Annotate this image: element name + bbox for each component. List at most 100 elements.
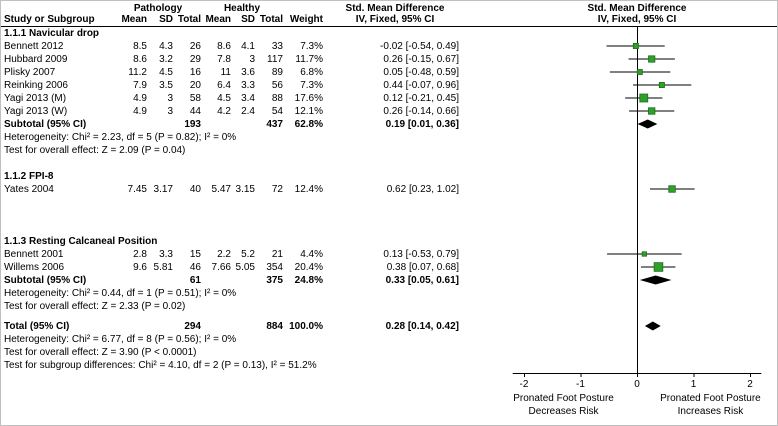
subgroup-title: 1.1.3 Resting Calcaneal Position: [4, 236, 158, 247]
axis-tick-label: 1: [691, 379, 697, 390]
cell-mean2: 4.2: [217, 106, 231, 117]
study-name: Yates 2004: [4, 184, 54, 195]
cell-n2: 88: [271, 93, 283, 104]
cell-n2: 117: [267, 54, 283, 65]
cell-n1: 193: [184, 119, 201, 130]
healthy-group-header: Healthy: [223, 3, 261, 14]
smd-text-header: Std. Mean Difference: [345, 3, 445, 14]
healthy-sd-header: SD: [241, 14, 255, 25]
pathology-total-header: Total: [177, 14, 201, 25]
cell-n2: 437: [266, 119, 283, 130]
cell-sd2: 4.1: [241, 41, 255, 52]
cell-sd1: 3: [167, 106, 173, 117]
cell-sd1: 3.17: [153, 184, 173, 195]
cell-ci_text: 0.05 [-0.48, 0.59]: [383, 67, 459, 78]
cell-sd1: 3.3: [159, 249, 173, 260]
cell-ci_text: 0.26 [-0.15, 0.67]: [383, 54, 459, 65]
cell-mean2: 11: [220, 67, 231, 78]
axis-tick-label: -1: [576, 379, 585, 390]
summary-diamond: [639, 275, 672, 285]
study-column-header: Study or Subgroup: [4, 14, 95, 25]
cell-sd2: 3.6: [241, 67, 255, 78]
cell-ci_text: 0.38 [0.07, 0.68]: [386, 262, 459, 273]
heterogeneity-note: Heterogeneity: Chi² = 2.23, df = 5 (P = …: [4, 132, 237, 143]
cell-sd2: 3.3: [241, 80, 255, 91]
cell-mean2: 6.4: [217, 80, 231, 91]
study-name: Yagi 2013 (W): [4, 106, 68, 117]
cell-n1: 16: [189, 67, 201, 78]
subtotal-label: Subtotal (95% CI): [4, 119, 87, 130]
axis-right-label: Increases Risk: [678, 406, 745, 417]
pathology-mean-header: Mean: [121, 14, 147, 25]
cell-n2: 884: [266, 321, 283, 332]
cell-ci_text: 0.62 [0.23, 1.02]: [386, 184, 459, 195]
cell-n1: 61: [189, 275, 201, 286]
cell-weight: 7.3%: [300, 41, 323, 52]
healthy-mean-header: Mean: [205, 14, 231, 25]
pathology-sd-header: SD: [159, 14, 173, 25]
cell-n1: 58: [189, 93, 201, 104]
cell-mean1: 8.6: [133, 54, 147, 65]
study-name: Bennett 2012: [4, 41, 64, 52]
cell-n1: 294: [184, 321, 201, 332]
study-name: Willems 2006: [4, 262, 65, 273]
subgroup-difference-note: Test for subgroup differences: Chi² = 4.…: [4, 360, 317, 371]
cell-mean1: 9.6: [133, 262, 147, 273]
cell-n2: 72: [271, 184, 283, 195]
cell-n1: 40: [189, 184, 201, 195]
cell-n2: 54: [271, 106, 283, 117]
axis-right-label: Pronated Foot Posture: [660, 393, 761, 404]
effect-marker: [648, 107, 656, 115]
pathology-group-header: Pathology: [133, 3, 183, 14]
total-heterogeneity-note: Heterogeneity: Chi² = 6.77, df = 8 (P = …: [4, 334, 237, 345]
study-name: Yagi 2013 (M): [4, 93, 67, 104]
cell-n2: 56: [271, 80, 283, 91]
cell-weight: 24.8%: [294, 275, 323, 286]
cell-mean2: 4.5: [217, 93, 231, 104]
header-divider: [1, 26, 777, 27]
axis-tick-label: -2: [520, 379, 529, 390]
summary-diamond: [637, 119, 658, 129]
cell-mean1: 4.9: [133, 106, 147, 117]
cell-ci_text: 0.26 [-0.14, 0.66]: [383, 106, 459, 117]
axis-left-label: Decreases Risk: [529, 406, 600, 417]
overall-effect-note: Test for overall effect: Z = 2.33 (P = 0…: [4, 301, 186, 312]
cell-n2: 89: [271, 67, 283, 78]
effect-marker: [668, 185, 676, 193]
subgroup-title: 1.1.2 FPI-8: [4, 171, 54, 182]
study-name: Plisky 2007: [4, 67, 56, 78]
model-text-header: IV, Fixed, 95% CI: [355, 14, 435, 25]
cell-mean1: 4.9: [133, 93, 147, 104]
cell-weight: 6.8%: [300, 67, 323, 78]
summary-diamond: [644, 321, 661, 331]
effect-marker: [658, 82, 665, 88]
axis-tick-label: 2: [747, 379, 753, 390]
cell-weight: 12.4%: [294, 184, 323, 195]
cell-n1: 15: [189, 249, 201, 260]
cell-ci_text: -0.02 [-0.54, 0.49]: [380, 41, 459, 52]
cell-weight: 62.8%: [294, 119, 323, 130]
cell-weight: 12.1%: [294, 106, 323, 117]
cell-sd1: 4.5: [159, 67, 173, 78]
subgroup-title: 1.1.1 Navicular drop: [4, 28, 100, 39]
effect-marker: [641, 251, 647, 257]
cell-n2: 21: [271, 249, 283, 260]
effect-marker: [636, 69, 643, 75]
cell-weight: 11.7%: [295, 54, 323, 65]
model-plot-header: IV, Fixed, 95% CI: [597, 14, 677, 25]
cell-n2: 33: [271, 41, 283, 52]
cell-n1: 44: [189, 106, 201, 117]
cell-mean2: 7.66: [211, 262, 231, 273]
cell-sd1: 3.2: [159, 54, 173, 65]
cell-weight: 4.4%: [300, 249, 323, 260]
cell-mean1: 8.5: [133, 41, 147, 52]
cell-n1: 29: [189, 54, 201, 65]
smd-plot-header: Std. Mean Difference: [587, 3, 687, 14]
axis-tick-label: 0: [634, 379, 640, 390]
cell-weight: 100.0%: [289, 321, 323, 332]
study-name: Bennett 2001: [4, 249, 64, 260]
cell-mean2: 2.2: [217, 249, 231, 260]
cell-ci_text: 0.33 [0.05, 0.61]: [385, 275, 459, 286]
cell-mean2: 5.47: [211, 184, 231, 195]
